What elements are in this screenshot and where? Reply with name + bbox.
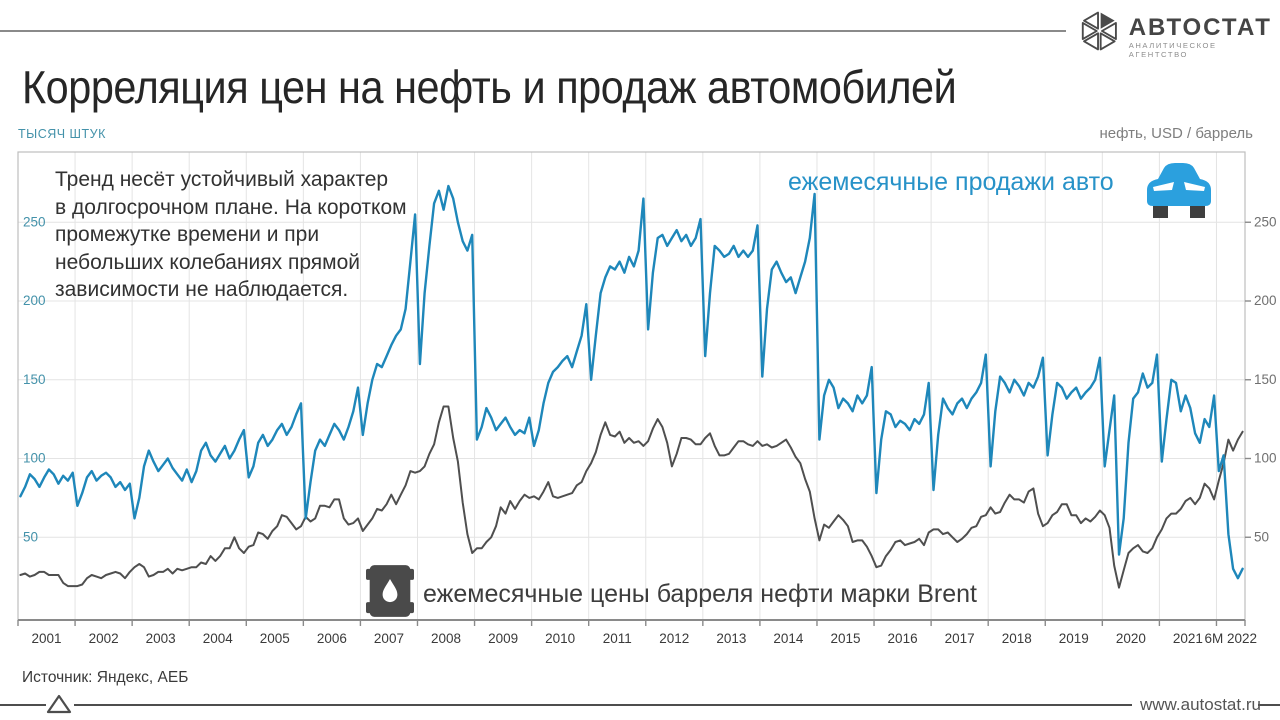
annotation-line: небольших колебаниях прямой <box>55 250 361 274</box>
bottom-divider-middle <box>74 704 1132 706</box>
y-tick-label-left: 250 <box>23 214 46 229</box>
x-tick-label: 2012 <box>659 631 689 646</box>
source-note: Источник: Яндекс, АЕБ <box>22 669 189 686</box>
y-axis-labels-right: 50 100 150 200 250 <box>1254 214 1277 544</box>
legend-oil-price-label: ежемесячные цены барреля нефти марки Bre… <box>423 580 977 608</box>
y-tick-label-left: 200 <box>23 293 46 308</box>
car-sales-line <box>19 184 1244 580</box>
x-tick-label: 2006 <box>317 631 347 646</box>
annotation-line: зависимости не наблюдается. <box>55 278 349 301</box>
left-axis-unit-label: ТЫСЯЧ ШТУК <box>18 127 106 141</box>
bottom-divider-left <box>0 704 46 706</box>
x-tick-label: 2001 <box>32 631 62 646</box>
x-tick-label: 2007 <box>374 631 404 646</box>
x-tick-label: 2003 <box>146 631 176 646</box>
y-tick-label-right: 100 <box>1254 451 1277 466</box>
x-tick-label: 2011 <box>603 631 632 646</box>
oil-barrel-icon <box>366 565 414 617</box>
x-tick-label: 2017 <box>945 631 975 646</box>
legend-car-sales-label: ежемесячные продажи авто <box>788 168 1114 196</box>
x-tick-label: 2004 <box>203 631 234 646</box>
x-tick-label: 2013 <box>716 631 746 646</box>
page-title: Корреляция цен на нефть и продаж автомоб… <box>22 61 957 113</box>
annotation-text: Тренд несёт устойчивый характер в долгос… <box>55 166 407 304</box>
top-divider-left <box>0 30 1066 32</box>
y-tick-label-left: 50 <box>23 529 38 544</box>
bottom-divider-right <box>1258 704 1280 706</box>
y-axis-labels-left: 50 100 150 200 250 <box>23 214 46 544</box>
y-tick-label-right: 50 <box>1254 529 1269 544</box>
x-tick-label: 2020 <box>1116 631 1146 646</box>
x-tick-label: 2015 <box>830 631 860 646</box>
autostat-logo: АВТОСТАТ АНАЛИТИЧЕСКОЕ АГЕНТСТВО <box>1070 6 1280 59</box>
x-tick-label: 2014 <box>773 631 804 646</box>
car-icon <box>1147 163 1211 218</box>
x-tick-label: 2018 <box>1002 631 1032 646</box>
axis-ticks <box>17 221 1251 626</box>
x-tick-label: 2010 <box>545 631 575 646</box>
x-tick-label: 2019 <box>1059 631 1089 646</box>
x-tick-label: 2009 <box>488 631 518 646</box>
autostat-logo-icon <box>1081 11 1117 51</box>
y-tick-label-right: 250 <box>1254 214 1277 229</box>
x-tick-label: 2021 <box>1173 631 1203 646</box>
x-tick-label: 2016 <box>888 631 918 646</box>
y-tick-label-right: 200 <box>1254 293 1277 308</box>
right-axis-unit-label: нефть, USD / баррель <box>1099 125 1253 142</box>
x-tick-label: 6M 2022 <box>1204 631 1257 646</box>
annotation-line: в долгосрочном плане. На коротком <box>55 195 407 219</box>
y-tick-label-left: 150 <box>23 372 46 387</box>
logo-subtitle: АНАЛИТИЧЕСКОЕ АГЕНТСТВО <box>1128 41 1217 59</box>
annotation-line: промежутке времени и при <box>55 223 320 246</box>
x-tick-label: 2005 <box>260 631 290 646</box>
annotation-line: Тренд несёт устойчивый характер <box>55 168 389 191</box>
y-tick-label-right: 150 <box>1254 372 1277 387</box>
y-tick-label-left: 100 <box>23 451 46 466</box>
website-link: www.autostat.ru <box>1140 695 1261 714</box>
logo-title: АВТОСТАТ <box>1128 14 1272 41</box>
oil-price-line <box>19 405 1244 589</box>
x-tick-label: 2002 <box>89 631 119 646</box>
gridlines <box>18 152 1245 620</box>
x-tick-label: 2008 <box>431 631 461 646</box>
x-axis-labels: 2001 2002 2003 2004 2005 2006 2007 2008 2009 2010… <box>32 631 1257 646</box>
triangle-icon <box>46 694 72 714</box>
